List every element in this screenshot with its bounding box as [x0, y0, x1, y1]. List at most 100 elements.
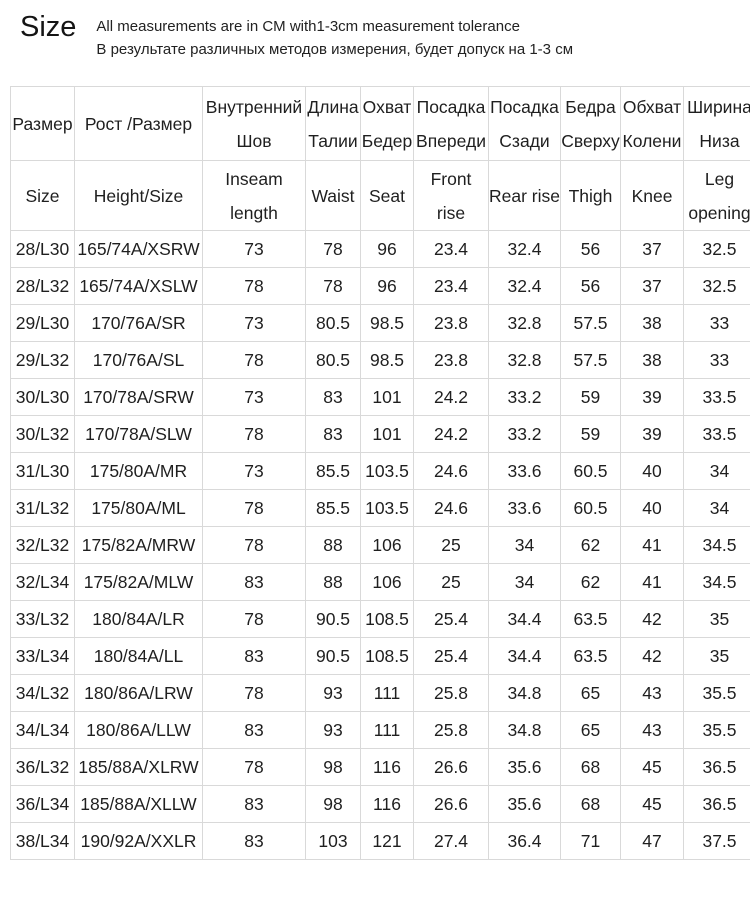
header-line: Leg: [704, 168, 735, 189]
header-line: Сзади: [499, 130, 550, 151]
cell-knee: 42: [620, 637, 684, 675]
cell-seat: 111: [360, 711, 414, 749]
cell-inseam: 73: [202, 452, 306, 490]
column-header-thigh-ru: Бедра Сверху: [560, 86, 621, 161]
column-header-inseam-en: Inseam length: [202, 160, 306, 231]
column-header-inseam-ru: Внутренний Шов: [202, 86, 306, 161]
cell-inseam: 78: [202, 748, 306, 786]
header-line: Seat: [369, 185, 405, 206]
cell-front-rise: 25.8: [413, 711, 489, 749]
table-row: 30/L30 170/78A/SRW 73 83 101 24.2 33.2 59 39 33.5: [10, 378, 750, 416]
cell-height-size: 180/84A/LR: [74, 600, 203, 638]
table-row: 32/L32 175/82A/MRW 78 88 106 25 34 62 41 34.5: [10, 526, 750, 564]
cell-seat: 101: [360, 378, 414, 416]
cell-height-size: 180/86A/LRW: [74, 674, 203, 712]
cell-waist: 80.5: [305, 304, 361, 342]
cell-seat: 103.5: [360, 452, 414, 490]
cell-knee: 41: [620, 563, 684, 601]
cell-leg-opening: 33.5: [683, 415, 750, 453]
column-header-seat-en: Seat: [360, 160, 414, 231]
cell-knee: 43: [620, 711, 684, 749]
cell-seat: 106: [360, 526, 414, 564]
cell-rear-rise: 34.8: [488, 674, 561, 712]
table-row: 29/L32 170/76A/SL 78 80.5 98.5 23.8 32.8 57.5 38…: [10, 341, 750, 379]
cell-leg-opening: 34.5: [683, 563, 750, 601]
cell-height-size: 170/78A/SLW: [74, 415, 203, 453]
cell-rear-rise: 32.4: [488, 230, 561, 268]
cell-front-rise: 24.2: [413, 415, 489, 453]
cell-rear-rise: 34.4: [488, 600, 561, 638]
cell-front-rise: 26.6: [413, 785, 489, 823]
cell-front-rise: 26.6: [413, 748, 489, 786]
cell-size: 28/L30: [10, 230, 75, 268]
column-header-knee-ru: Обхват Колени: [620, 86, 684, 161]
cell-front-rise: 24.6: [413, 452, 489, 490]
cell-size: 29/L32: [10, 341, 75, 379]
cell-size: 33/L32: [10, 600, 75, 638]
cell-inseam: 78: [202, 267, 306, 305]
column-header-knee-en: Knee: [620, 160, 684, 231]
cell-thigh: 56: [560, 230, 621, 268]
cell-seat: 96: [360, 267, 414, 305]
header-line: length: [230, 202, 278, 223]
cell-size: 33/L34: [10, 637, 75, 675]
cell-leg-opening: 35: [683, 637, 750, 675]
cell-thigh: 60.5: [560, 452, 621, 490]
cell-waist: 98: [305, 748, 361, 786]
cell-rear-rise: 36.4: [488, 822, 561, 860]
header-line: Колени: [622, 130, 682, 151]
cell-front-rise: 25.4: [413, 637, 489, 675]
cell-knee: 40: [620, 489, 684, 527]
header-line: Knee: [631, 185, 673, 206]
cell-height-size: 185/88A/XLLW: [74, 785, 203, 823]
table-row: 30/L32 170/78A/SLW 78 83 101 24.2 33.2 59 39 33.5: [10, 415, 750, 453]
cell-waist: 88: [305, 526, 361, 564]
header-line: Бедра: [565, 96, 616, 117]
cell-leg-opening: 34.5: [683, 526, 750, 564]
cell-inseam: 83: [202, 711, 306, 749]
cell-leg-opening: 34: [683, 489, 750, 527]
column-header-size-en: Size: [10, 160, 75, 231]
cell-seat: 116: [360, 785, 414, 823]
column-header-waist-ru: Длина Талии: [305, 86, 361, 161]
header-line: Size: [25, 185, 60, 206]
cell-thigh: 65: [560, 674, 621, 712]
cell-height-size: 175/80A/ML: [74, 489, 203, 527]
cell-size: 34/L34: [10, 711, 75, 749]
cell-knee: 45: [620, 748, 684, 786]
cell-size: 31/L30: [10, 452, 75, 490]
cell-knee: 38: [620, 304, 684, 342]
cell-rear-rise: 34: [488, 563, 561, 601]
cell-seat: 108.5: [360, 600, 414, 638]
cell-knee: 37: [620, 230, 684, 268]
cell-front-rise: 23.8: [413, 304, 489, 342]
header-row-russian: Размер Рост /Размер Внутренний Шов Длина Тали…: [10, 86, 750, 161]
header-line: Впереди: [416, 130, 486, 151]
header-line: Inseam: [225, 168, 283, 189]
cell-size: 36/L34: [10, 785, 75, 823]
table-row: 28/L30 165/74A/XSRW 73 78 96 23.4 32.4 56 37 32.5: [10, 230, 750, 268]
cell-leg-opening: 35: [683, 600, 750, 638]
cell-height-size: 180/86A/LLW: [74, 711, 203, 749]
size-table: Размер Рост /Размер Внутренний Шов Длина Тали…: [10, 86, 750, 860]
cell-leg-opening: 36.5: [683, 785, 750, 823]
column-header-rear-rise-en: Rear rise: [488, 160, 561, 231]
cell-seat: 98.5: [360, 304, 414, 342]
cell-leg-opening: 33.5: [683, 378, 750, 416]
cell-thigh: 56: [560, 267, 621, 305]
cell-height-size: 165/74A/XSLW: [74, 267, 203, 305]
cell-height-size: 170/78A/SRW: [74, 378, 203, 416]
cell-seat: 121: [360, 822, 414, 860]
cell-height-size: 165/74A/XSRW: [74, 230, 203, 268]
cell-front-rise: 27.4: [413, 822, 489, 860]
cell-rear-rise: 33.6: [488, 489, 561, 527]
column-header-waist-en: Waist: [305, 160, 361, 231]
cell-knee: 41: [620, 526, 684, 564]
cell-inseam: 83: [202, 822, 306, 860]
table-row: 33/L34 180/84A/LL 83 90.5 108.5 25.4 34.4 63.5 4…: [10, 637, 750, 675]
cell-size: 32/L34: [10, 563, 75, 601]
header-line: Ширина: [687, 96, 750, 117]
cell-front-rise: 24.2: [413, 378, 489, 416]
cell-inseam: 83: [202, 785, 306, 823]
cell-waist: 88: [305, 563, 361, 601]
